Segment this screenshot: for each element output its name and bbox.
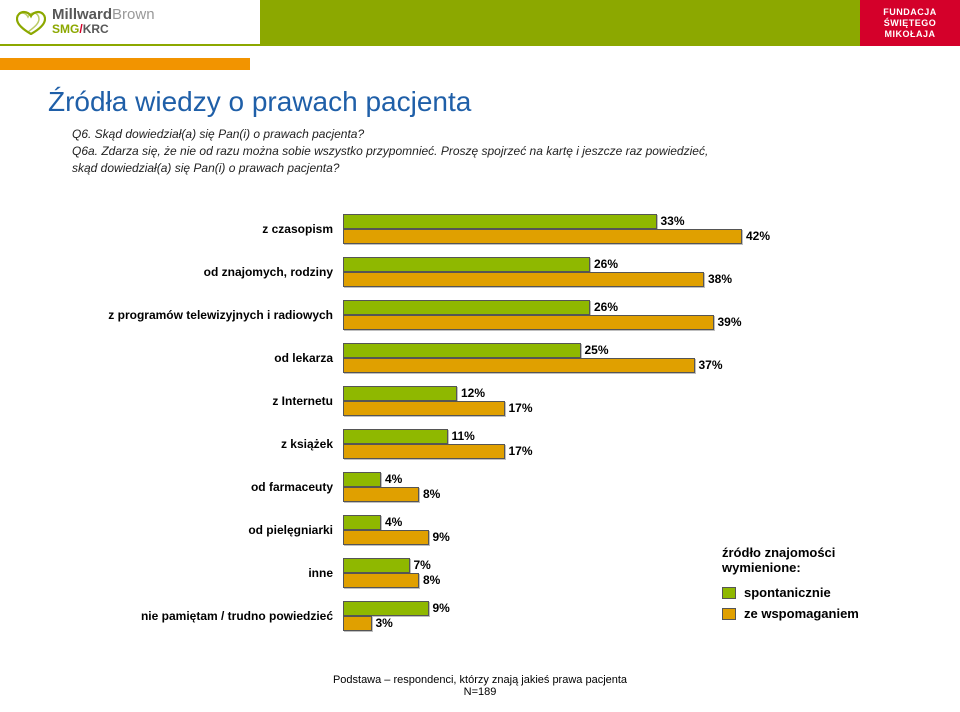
content: Źródła wiedzy o prawach pacjenta Q6. Ską…	[0, 46, 960, 637]
chart-row-label: z Internetu	[48, 379, 343, 422]
bar-value: 37%	[699, 358, 723, 372]
bar-wspom: 38%	[343, 272, 912, 287]
bar-spont: 11%	[343, 429, 912, 444]
bar-spont: 12%	[343, 386, 912, 401]
bar-value: 39%	[718, 315, 742, 329]
chart-row: 11% 17%	[343, 422, 912, 465]
bar-value: 17%	[509, 401, 533, 415]
fundacja-badge: FUNDACJA ŚWIĘTEGO MIKOŁAJA	[860, 0, 960, 46]
bar-value: 12%	[461, 386, 485, 400]
footer-line1: Podstawa – respondenci, którzy znają jak…	[0, 674, 960, 686]
bar-wspom: 17%	[343, 444, 912, 459]
bar-value: 38%	[708, 272, 732, 286]
bar-value: 9%	[433, 530, 450, 544]
chart-row: 4% 8%	[343, 465, 912, 508]
heart-logo-icon	[16, 9, 46, 35]
page-title: Źródła wiedzy o prawach pacjenta	[48, 86, 912, 118]
chart-row-label: z książek	[48, 422, 343, 465]
chart-labels: z czasopismod znajomych, rodzinyz progra…	[48, 207, 343, 637]
footer-line2: N=189	[0, 686, 960, 698]
legend-title: źródło znajomości wymienione:	[722, 545, 912, 575]
bar-wspom: 39%	[343, 315, 912, 330]
chart-bars: 33% 42% 26% 38% 26% 39% 25% 37% 12% 17% 11% 17% 4% 8%…	[343, 207, 912, 637]
legend-label: ze wspomaganiem	[744, 606, 859, 621]
chart-row: 26% 38%	[343, 250, 912, 293]
legend: źródło znajomości wymienione: spontanicz…	[722, 545, 912, 627]
chart-row: 25% 37%	[343, 336, 912, 379]
bar-spont: 33%	[343, 214, 912, 229]
chart-row-label: od lekarza	[48, 336, 343, 379]
bar-wspom: 17%	[343, 401, 912, 416]
fundacja-line3: MIKOŁAJA	[885, 29, 936, 40]
chart-row-label: nie pamiętam / trudno powiedzieć	[48, 594, 343, 637]
top-bar-green	[260, 0, 860, 46]
bar-wspom: 8%	[343, 487, 912, 502]
bar-spont: 26%	[343, 300, 912, 315]
bar-value: 33%	[661, 214, 685, 228]
logo: MillwardBrown SMG/KRC	[16, 7, 155, 37]
bar-value: 9%	[433, 601, 450, 615]
bar-value: 11%	[452, 429, 475, 443]
fundacja-line2: ŚWIĘTEGO	[884, 18, 937, 29]
brand-second: Brown	[112, 6, 155, 23]
bar-value: 7%	[414, 558, 431, 572]
bar-value: 8%	[423, 573, 440, 587]
logo-area: MillwardBrown SMG/KRC	[0, 0, 260, 46]
bar-spont: 4%	[343, 515, 912, 530]
brand-krc: KRC	[83, 22, 109, 36]
bar-value: 3%	[376, 616, 393, 630]
footer: Podstawa – respondenci, którzy znają jak…	[0, 674, 960, 698]
chart-row: 33% 42%	[343, 207, 912, 250]
chart-row-label: od znajomych, rodziny	[48, 250, 343, 293]
subtitle: Q6. Skąd dowiedział(a) się Pan(i) o praw…	[72, 126, 712, 177]
legend-item: spontanicznie	[722, 585, 912, 600]
legend-item: ze wspomaganiem	[722, 606, 912, 621]
legend-swatch	[722, 587, 736, 599]
brand-first: Millward	[52, 6, 112, 23]
bar-spont: 26%	[343, 257, 912, 272]
chart-row-label: z programów telewizyjnych i radiowych	[48, 293, 343, 336]
bar-wspom: 9%	[343, 530, 912, 545]
chart-row: 12% 17%	[343, 379, 912, 422]
legend-label: spontanicznie	[744, 585, 831, 600]
legend-swatch	[722, 608, 736, 620]
orange-accent	[0, 58, 250, 70]
bar-value: 8%	[423, 487, 440, 501]
chart-row-label: z czasopism	[48, 207, 343, 250]
bar-value: 4%	[385, 515, 402, 529]
bar-value: 25%	[585, 343, 609, 357]
bar-value: 4%	[385, 472, 402, 486]
logo-text: MillwardBrown SMG/KRC	[52, 7, 155, 37]
bar-value: 17%	[509, 444, 533, 458]
chart-row-label: inne	[48, 551, 343, 594]
fundacja-line1: FUNDACJA	[883, 7, 937, 18]
bar-value: 42%	[746, 229, 770, 243]
chart-row: 26% 39%	[343, 293, 912, 336]
bar-wspom: 42%	[343, 229, 912, 244]
bar-value: 26%	[594, 300, 618, 314]
bar-value: 26%	[594, 257, 618, 271]
bar-wspom: 37%	[343, 358, 912, 373]
bar-spont: 25%	[343, 343, 912, 358]
chart-row-label: od farmaceuty	[48, 465, 343, 508]
brand-smg: SMG	[52, 22, 79, 36]
chart: z czasopismod znajomych, rodzinyz progra…	[48, 207, 912, 637]
bar-spont: 4%	[343, 472, 912, 487]
chart-row-label: od pielęgniarki	[48, 508, 343, 551]
top-bar: MillwardBrown SMG/KRC FUNDACJA ŚWIĘTEGO …	[0, 0, 960, 46]
